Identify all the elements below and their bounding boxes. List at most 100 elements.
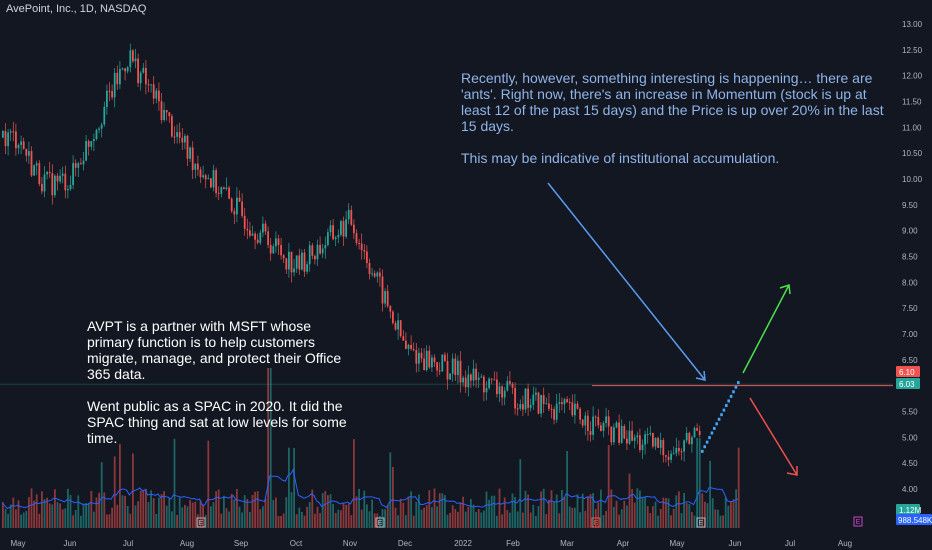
volume-bar — [441, 493, 444, 528]
candle — [293, 268, 295, 273]
candle — [165, 110, 168, 113]
candle — [646, 433, 649, 435]
volume-bar — [730, 500, 732, 528]
volume-bar — [2, 502, 4, 528]
volume-bar — [280, 515, 282, 528]
candle — [363, 250, 366, 252]
candle — [69, 184, 72, 190]
candle — [197, 163, 199, 170]
volume-bar — [581, 493, 584, 528]
ants-candle — [732, 390, 735, 394]
volume-bar — [87, 502, 90, 528]
candle — [103, 106, 106, 125]
volume-bar — [358, 488, 360, 528]
candle — [327, 232, 329, 246]
candle — [392, 311, 394, 324]
volume-bar — [711, 498, 714, 528]
candle — [376, 272, 379, 277]
candle — [142, 67, 145, 73]
candle — [522, 404, 524, 410]
volume-bar — [425, 505, 428, 528]
ants-candle — [717, 417, 721, 421]
volume-bar — [17, 500, 20, 528]
volume-bar — [696, 438, 698, 528]
candle — [402, 336, 405, 341]
volume-bar — [644, 496, 646, 528]
volume-bar — [498, 488, 501, 528]
volume-bar — [272, 500, 275, 528]
volume-bar — [121, 495, 124, 528]
volume-bar — [597, 502, 600, 528]
candle — [467, 374, 470, 388]
candle — [451, 358, 454, 374]
volume-bar — [457, 511, 459, 528]
volume-bar — [306, 506, 308, 528]
price-tick-label: 7.50 — [902, 304, 918, 313]
earnings-marker-label: E — [856, 519, 861, 526]
price-tick-label: 7.00 — [902, 330, 918, 339]
earnings-marker-box — [591, 517, 601, 528]
volume-bar — [639, 490, 641, 528]
price-tag-upper: 6.10 — [899, 368, 915, 377]
volume-bar — [462, 496, 464, 528]
candle — [74, 163, 77, 168]
candle — [334, 237, 337, 240]
volume-bar — [119, 444, 121, 528]
earnings-marker-box — [375, 517, 385, 528]
candle — [332, 225, 334, 240]
volume-bar — [30, 488, 33, 528]
arrow-blue — [547, 182, 706, 381]
candle — [428, 350, 431, 368]
candle — [516, 408, 519, 410]
volume-bar — [191, 502, 194, 528]
volume-bar — [483, 510, 485, 528]
volume-bar — [615, 500, 618, 528]
earnings-marker: E — [853, 516, 863, 527]
volume-bar — [285, 497, 288, 528]
volume-bar — [737, 447, 740, 528]
candle — [204, 175, 207, 180]
candle — [82, 160, 85, 165]
candle — [158, 90, 160, 102]
volume-bar — [563, 497, 566, 528]
volume-bar — [410, 491, 412, 528]
candle — [636, 435, 639, 438]
candle — [119, 69, 121, 85]
candle — [272, 246, 275, 254]
candle — [584, 415, 587, 426]
volume-bar — [337, 509, 340, 528]
candle — [12, 131, 15, 133]
candle — [72, 163, 74, 185]
volume-bar — [537, 506, 540, 528]
candle — [145, 67, 147, 85]
volume-bar — [126, 505, 129, 528]
candle — [449, 373, 451, 380]
volume-bar — [145, 488, 147, 528]
volume-bar — [256, 491, 259, 528]
volume-bar — [116, 504, 119, 528]
volume-bar — [15, 509, 17, 528]
candle — [129, 50, 132, 68]
candle — [558, 402, 561, 404]
candle — [475, 368, 477, 380]
volume-bar — [631, 489, 633, 528]
volume-bar — [48, 503, 51, 528]
candle — [308, 245, 311, 265]
volume-bar — [485, 491, 488, 528]
volume-average-line — [1, 468, 739, 509]
volume-bar — [571, 507, 574, 528]
candle — [303, 252, 306, 272]
volume-bar — [363, 490, 366, 528]
time-tick-label: Aug — [180, 539, 194, 548]
candle — [410, 344, 412, 349]
candle — [600, 425, 602, 431]
candle — [280, 245, 282, 256]
volume-bar — [217, 489, 220, 528]
volume-bar — [423, 507, 425, 528]
candle — [597, 416, 600, 426]
time-tick-label: Jul — [785, 539, 795, 548]
candle — [126, 67, 129, 72]
candle — [329, 225, 332, 233]
volume-bar — [613, 507, 615, 528]
